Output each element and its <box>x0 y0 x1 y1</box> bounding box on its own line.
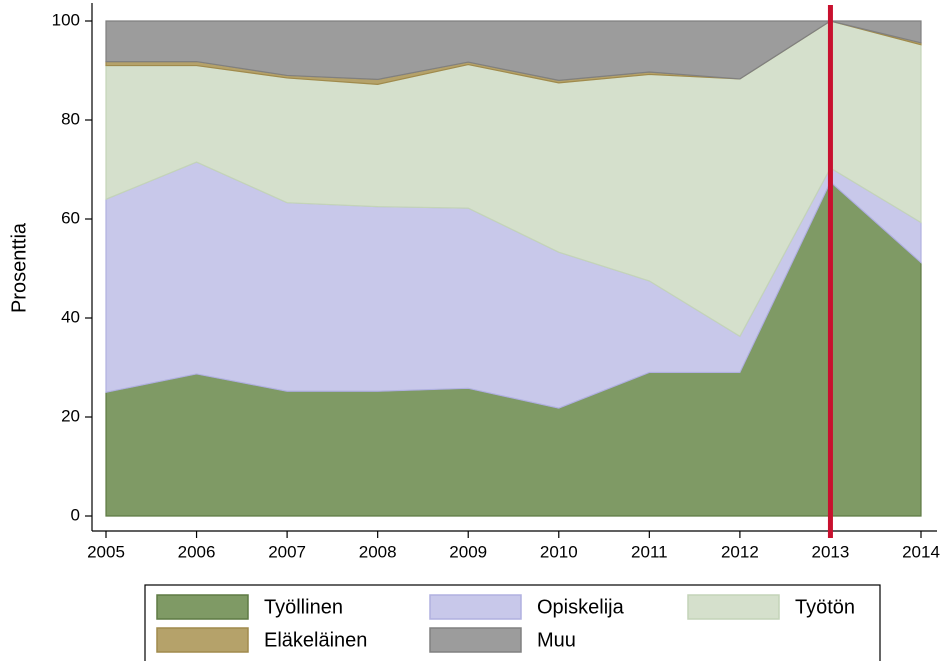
legend-swatch <box>429 627 522 653</box>
y-tick-label: 100 <box>52 10 80 29</box>
y-tick-label: 20 <box>61 406 80 425</box>
legend-label: Työtön <box>795 596 855 618</box>
x-tick-label: 2006 <box>178 542 216 561</box>
x-tick-label: 2012 <box>721 542 759 561</box>
x-tick-label: 2009 <box>449 542 487 561</box>
legend-label: Opiskelija <box>537 596 625 618</box>
legend-label: Työllinen <box>264 596 343 618</box>
legend-swatch <box>429 594 522 620</box>
legend-label: Muu <box>537 629 576 651</box>
legend-swatch <box>156 594 249 620</box>
y-tick-label: 0 <box>71 505 80 524</box>
legend-swatch <box>687 594 780 620</box>
x-tick-label: 2007 <box>268 542 306 561</box>
y-tick-label: 40 <box>61 307 80 326</box>
y-axis-label: Prosenttia <box>8 222 30 313</box>
x-tick-label: 2013 <box>812 542 850 561</box>
x-tick-label: 2010 <box>540 542 578 561</box>
legend-label: Eläkeläinen <box>264 629 367 651</box>
y-tick-label: 80 <box>61 109 80 128</box>
area <box>105 20 922 82</box>
legend-swatch <box>156 627 249 653</box>
y-tick-label: 60 <box>61 208 80 227</box>
x-tick-label: 2005 <box>87 542 125 561</box>
x-tick-label: 2008 <box>359 542 397 561</box>
x-tick-label: 2011 <box>631 542 668 561</box>
x-tick-label: 2014 <box>902 542 940 561</box>
